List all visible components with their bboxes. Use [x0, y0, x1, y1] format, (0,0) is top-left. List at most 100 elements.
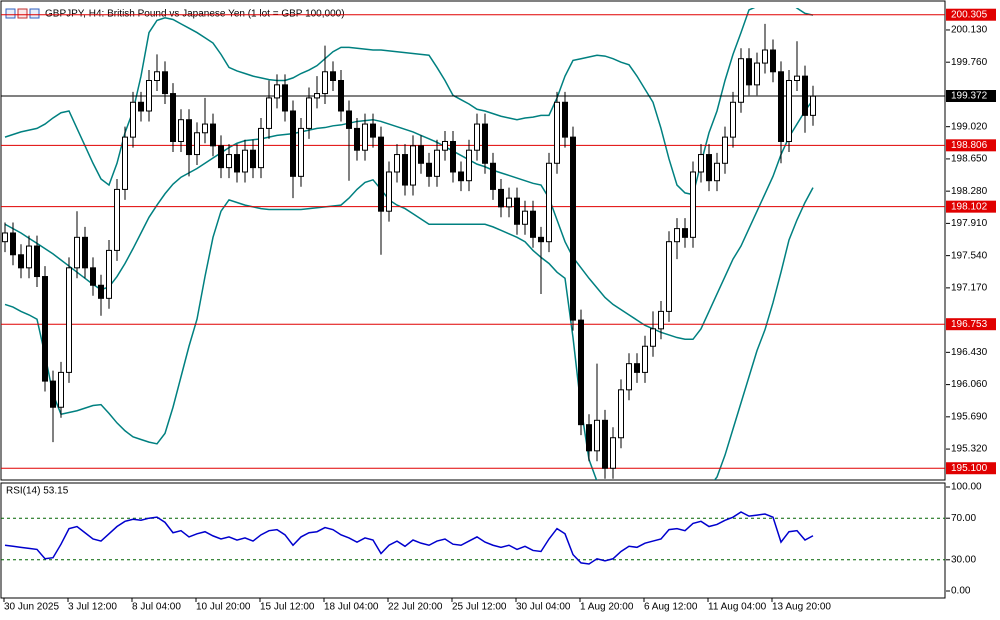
candle-body — [498, 188, 504, 208]
x-tick-label: 18 Jul 04:00 — [324, 602, 379, 613]
candle-body — [2, 232, 8, 243]
y-tick-label: 197.910 — [951, 218, 988, 229]
candle-body — [266, 97, 272, 129]
candle-body — [210, 123, 216, 147]
candle-body — [426, 162, 432, 177]
candle-body — [74, 236, 80, 269]
candle-body — [122, 136, 128, 190]
bollinger-middle — [4, 99, 814, 341]
candle-body — [402, 154, 408, 186]
x-tick-label: 10 Jul 20:00 — [196, 602, 251, 613]
candle-body — [746, 58, 752, 86]
candle-body — [570, 136, 576, 321]
x-tick-label: 11 Aug 04:00 — [708, 602, 767, 613]
candle-body — [618, 389, 624, 439]
rsi-tick-label: 30.00 — [951, 554, 976, 565]
candle-body — [202, 123, 208, 134]
rsi-title: RSI(14) 53.15 — [6, 486, 69, 497]
candle-body — [418, 145, 424, 164]
candle-body — [250, 149, 256, 169]
candle-body — [658, 310, 664, 330]
candle-body — [442, 140, 448, 151]
candle-body — [98, 284, 104, 299]
candle-body — [82, 236, 88, 269]
x-tick-label: 8 Jul 04:00 — [132, 602, 181, 613]
candle-body — [178, 119, 184, 142]
candle-body — [794, 75, 800, 81]
candle-body — [58, 371, 64, 408]
candle-body — [762, 49, 768, 64]
x-tick-label: 25 Jul 12:00 — [452, 602, 507, 613]
candle-body — [162, 71, 168, 95]
rsi-tick-label: 70.00 — [951, 513, 976, 524]
candle-body — [602, 419, 608, 469]
level-label-bg — [946, 462, 996, 475]
candle-body — [538, 236, 544, 243]
candle-body — [66, 267, 72, 373]
candle-body — [298, 127, 304, 177]
candle-body — [330, 71, 336, 81]
candle-body — [474, 123, 480, 151]
candle-body — [690, 171, 696, 238]
rsi-tick-label: 0.00 — [951, 586, 971, 597]
price-panel — [0, 0, 946, 481]
candle-body — [546, 162, 552, 243]
candle-body — [642, 345, 648, 373]
y-tick-label: 197.170 — [951, 283, 988, 294]
candle-body — [186, 119, 192, 156]
candle-body — [194, 132, 200, 156]
candle-body — [530, 210, 536, 238]
axes: 200.130 199.760 199.020 198.650 198.280 197.9… — [3, 8, 996, 613]
candle-body — [562, 101, 568, 138]
candle-body — [386, 171, 392, 212]
x-tick-label: 22 Jul 20:00 — [388, 602, 443, 613]
x-tick-label: 13 Aug 20:00 — [772, 602, 831, 613]
candle-body — [450, 140, 456, 173]
candle-body — [114, 188, 120, 251]
candle-body — [338, 79, 344, 112]
candle-body — [106, 249, 112, 299]
candle-body — [346, 110, 352, 129]
candle-body — [410, 145, 416, 186]
candle-body — [282, 84, 288, 112]
candle-body — [490, 162, 496, 190]
candle-body — [138, 101, 144, 112]
candle-body — [594, 419, 600, 452]
candle-body — [674, 228, 680, 243]
candle-body — [170, 93, 176, 142]
level-label-bg — [946, 139, 996, 152]
candle-body — [514, 197, 520, 225]
x-tick-label: 1 Aug 20:00 — [580, 602, 634, 613]
candle-body — [378, 136, 384, 212]
candle-body — [434, 149, 440, 177]
candle-body — [154, 71, 160, 81]
candle-body — [506, 197, 512, 208]
y-tick-label: 196.060 — [951, 379, 988, 390]
rsi-line — [4, 511, 814, 565]
level-label: 198.806 — [951, 140, 988, 151]
candle-body — [234, 154, 240, 173]
candle-body — [626, 363, 632, 391]
candle-body — [90, 267, 96, 286]
y-tick-label: 198.650 — [951, 154, 988, 165]
candle-body — [458, 171, 464, 182]
candle-body — [34, 245, 40, 278]
candle-body — [706, 154, 712, 182]
rsi-panel — [0, 482, 946, 599]
level-label: 195.100 — [951, 463, 988, 474]
candle-body — [370, 123, 376, 138]
y-tick-label: 198.280 — [951, 186, 988, 197]
candle-body — [218, 145, 224, 169]
rsi-tick-label: 100.00 — [951, 482, 982, 493]
candle-body — [554, 101, 560, 164]
candle-body — [50, 380, 56, 408]
symbol-icon — [5, 8, 40, 19]
candle-body — [578, 319, 584, 426]
candle-body — [258, 127, 264, 169]
candle-body — [682, 228, 688, 238]
candle-body — [146, 79, 152, 112]
candle-body — [666, 241, 672, 312]
x-tick-label: 3 Jul 12:00 — [68, 602, 117, 613]
